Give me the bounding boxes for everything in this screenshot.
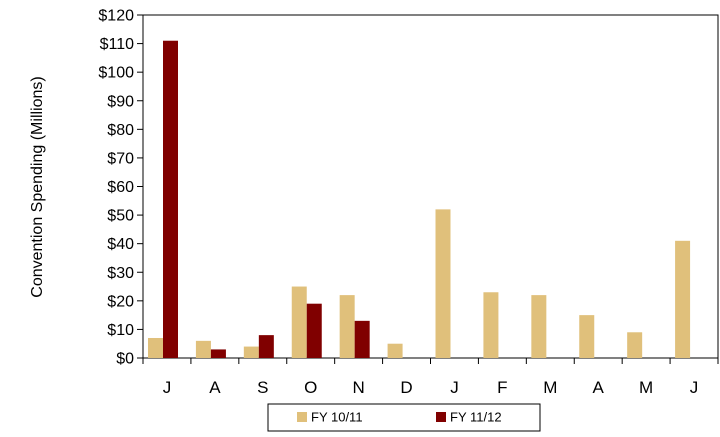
plot-area: $0 $10 $20 $30 $40 $50 $60 $70 $80 $90 $100 $110 $12…	[98, 8, 719, 397]
plot-frame	[142, 14, 719, 359]
y-tick-label: $30	[107, 265, 134, 282]
bar-fy-10-11	[243, 346, 259, 358]
x-category-label: S	[257, 378, 268, 397]
bar-fy-11-12	[210, 349, 226, 358]
legend-label: FY 11/12	[450, 410, 502, 425]
bar-fy-10-11	[339, 295, 355, 358]
legend: FY 10/11 FY 11/12	[267, 403, 541, 432]
legend-swatch	[297, 412, 307, 422]
bar-fy-10-11	[148, 337, 163, 358]
y-tick-label: $80	[107, 122, 134, 139]
x-category-label: M	[639, 378, 653, 397]
x-category-label: D	[400, 378, 412, 397]
bar-fy-11-12	[306, 303, 322, 358]
bar-fy-11-12	[354, 320, 370, 358]
bar-fy-10-11	[387, 343, 403, 358]
bar-fy-10-11	[291, 286, 307, 358]
y-tick-label: $50	[107, 208, 134, 225]
y-tick-label: $90	[107, 93, 134, 110]
bar-fy-11-12	[163, 40, 178, 358]
bar-fy-10-11	[435, 209, 451, 358]
legend-swatch	[436, 412, 446, 422]
bar-fy-10-11	[675, 240, 691, 358]
x-category-label: A	[209, 378, 221, 397]
y-tick-label: $10	[107, 322, 134, 339]
x-category-label: J	[690, 378, 699, 397]
x-category-label: M	[543, 378, 557, 397]
y-tick-label: $70	[107, 150, 134, 167]
x-category-label: N	[352, 378, 364, 397]
bar-fy-11-12	[258, 335, 274, 358]
bar-fy-10-11	[579, 315, 595, 358]
bar-fy-10-11	[195, 340, 211, 358]
bar-fy-10-11	[483, 292, 499, 358]
legend-label: FY 10/11	[311, 410, 363, 425]
y-tick-label: $20	[107, 293, 134, 310]
bar-fy-10-11	[531, 295, 547, 358]
y-tick-label: $100	[98, 65, 134, 82]
x-category-label: J	[163, 378, 172, 397]
y-tick-label: $110	[100, 36, 135, 53]
x-category-label: O	[304, 378, 317, 397]
legend-box	[267, 403, 541, 432]
y-tick-label: $40	[107, 236, 134, 253]
y-tick-label: $60	[107, 179, 134, 196]
x-category-label: A	[593, 378, 605, 397]
y-axis-title: Convention Spending (Millions)	[29, 76, 46, 297]
bar-fy-10-11	[627, 332, 643, 358]
x-category-label: J	[450, 378, 459, 397]
y-tick-label: $0	[116, 351, 134, 368]
x-category-label: F	[497, 378, 507, 397]
y-tick-label: $120	[98, 8, 134, 25]
